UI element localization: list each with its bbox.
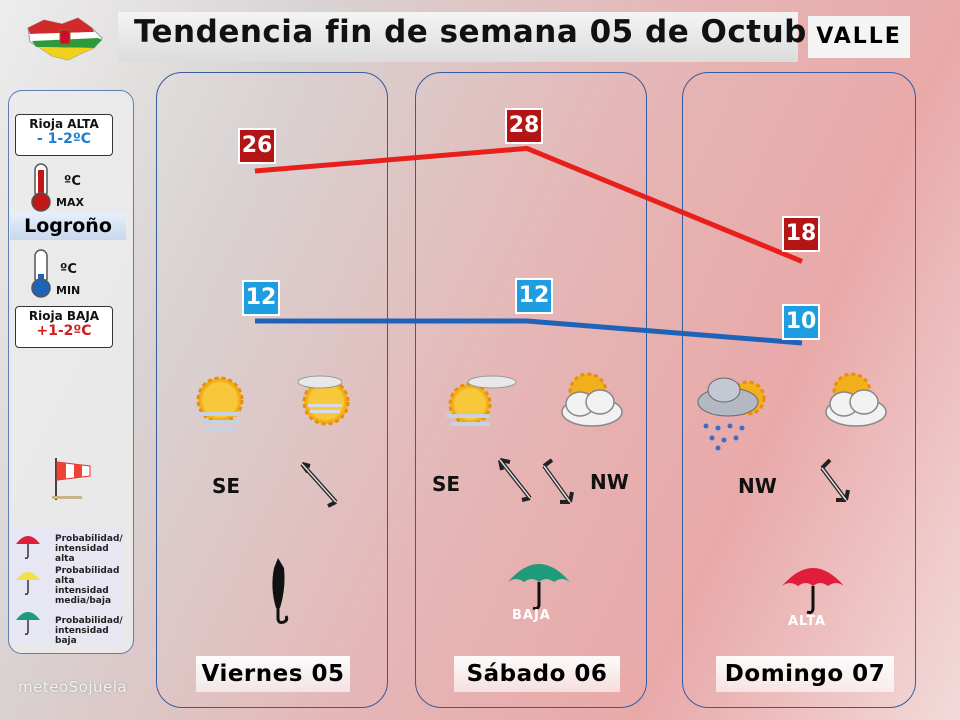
max-temperature-line xyxy=(254,145,803,264)
wind-arrow-icon xyxy=(542,458,574,504)
rioja-alta-delta: - 1-2ºC xyxy=(36,131,92,147)
max-word: MAX xyxy=(56,196,84,209)
rain-probability-domingo: ALTA xyxy=(788,614,827,629)
wind-direction-sabado-1: SE xyxy=(432,472,461,496)
max-temp-sabado: 28 xyxy=(505,108,543,144)
panel-domingo xyxy=(682,72,916,708)
wind-direction-sabado-2: NW xyxy=(590,470,629,494)
thermometer-max-icon xyxy=(31,163,51,212)
max-unit: ºC xyxy=(64,174,81,189)
wind-arrow-icon xyxy=(820,458,850,502)
umbrella-low-legend-icon xyxy=(16,612,40,635)
la-rioja-flag-map-icon xyxy=(27,17,103,61)
day-label-sabado: Sábado 06 xyxy=(454,656,620,692)
brand-logo: meteoSojuela xyxy=(18,678,128,696)
rioja-baja-delta: +1-2ºC xyxy=(36,323,92,339)
max-temp-domingo: 18 xyxy=(782,216,820,252)
legend-item-medium: Probabilidad alta intensidad media/baja xyxy=(55,566,120,606)
zone-label: VALLE xyxy=(808,16,910,58)
city-label: Logroño xyxy=(10,212,126,240)
rioja-baja-box: Rioja BAJA +1-2ºC xyxy=(15,306,113,348)
partly-cloudy-icon xyxy=(561,372,623,427)
wind-direction-viernes: SE xyxy=(212,474,241,498)
sun-cloud-icon xyxy=(297,375,350,426)
sun-mist-icon xyxy=(196,376,244,432)
page-title: Tendencia fin de semana 05 de Octubre xyxy=(134,14,845,50)
umbrella-high-legend-icon xyxy=(16,536,40,559)
rioja-baja-label: Rioja BAJA xyxy=(28,309,100,323)
closed-umbrella-icon xyxy=(272,558,289,624)
min-temp-viernes: 12 xyxy=(242,280,280,316)
min-word: MIN xyxy=(56,284,81,297)
legend-item-low: Probabilidad/ intensidad baja xyxy=(55,616,123,646)
partly-cloudy-icon-domingo xyxy=(825,372,887,427)
umbrella-medium-legend-icon xyxy=(16,572,40,595)
min-temperature-line xyxy=(255,318,803,346)
rain-cloud-icon xyxy=(697,377,766,451)
day-label-viernes: Viernes 05 xyxy=(196,656,350,692)
sun-mist-cloud-icon xyxy=(446,375,517,426)
legend xyxy=(12,528,124,644)
min-unit: ºC xyxy=(60,262,77,277)
windsock-icon xyxy=(52,458,91,500)
rain-probability-sabado: BAJA xyxy=(512,608,551,623)
umbrella-high-icon xyxy=(782,568,844,614)
rioja-alta-box: Rioja ALTA - 1-2ºC xyxy=(15,114,113,156)
umbrella-low-icon xyxy=(508,564,570,610)
max-temp-viernes: 26 xyxy=(238,128,276,164)
title-banner xyxy=(118,12,798,62)
panel-viernes xyxy=(156,72,388,708)
rioja-alta-label: Rioja ALTA xyxy=(29,117,99,131)
panel-sabado xyxy=(415,72,647,708)
day-label-domingo: Domingo 07 xyxy=(716,656,894,692)
min-temp-sabado: 12 xyxy=(515,278,553,314)
min-temp-domingo: 10 xyxy=(782,304,820,340)
wind-arrow-icon xyxy=(300,462,338,508)
legend-item-high: Probabilidad/ intensidad alta xyxy=(55,534,123,564)
wind-arrow-icon xyxy=(498,458,532,502)
wind-direction-domingo: NW xyxy=(738,474,777,498)
thermometer-min-icon xyxy=(31,249,51,298)
